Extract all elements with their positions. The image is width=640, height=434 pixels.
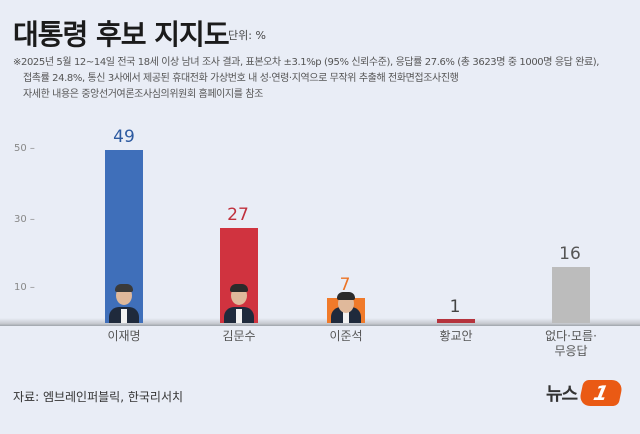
note-line-1: ※2025년 5월 12~14일 전국 18세 이상 남녀 조사 결과, 표본오…	[13, 57, 600, 68]
bar-lee-junseok	[327, 292, 365, 323]
note-line-2: 접촉률 24.8%, 통신 3사에서 제공된 휴대전화 가상번호 내 성·연령·…	[23, 73, 459, 84]
category-label: 이재명	[107, 329, 141, 343]
y-tick-10: 10 –	[14, 282, 35, 293]
bar-kim-moonsoo	[220, 228, 258, 323]
category-label: 황교안	[439, 329, 473, 343]
note-line-3: 자세한 내용은 중앙선거여론조사심의위원회 홈페이지를 참조	[23, 89, 263, 100]
page-title: 대통령 후보 지지도	[13, 18, 230, 51]
value-label-none: 16	[559, 244, 581, 264]
category-label: 이준석	[329, 329, 363, 343]
source-note: 자료: 엠브레인퍼블릭, 한국리서치	[13, 390, 184, 404]
candidate-photo	[223, 283, 255, 323]
news1-logo: 뉴스 1	[546, 380, 624, 406]
y-tick-30: 30 –	[14, 214, 35, 225]
category-label-line2: 무응답	[554, 344, 588, 358]
survey-note: ※2025년 5월 12~14일 전국 18세 이상 남녀 조사 결과, 표본오…	[13, 55, 599, 103]
category-label: 김문수	[222, 329, 256, 343]
candidate-photo	[330, 291, 362, 323]
y-tick-50: 50 –	[14, 143, 35, 154]
bar-none-unknown	[552, 267, 590, 323]
logo-mark-icon: 1	[578, 380, 624, 406]
chart-baseline	[0, 318, 640, 326]
category-label: 없다·모름· 무응답	[531, 329, 611, 359]
logo-text: 뉴스	[546, 384, 578, 405]
candidate-photo	[108, 283, 140, 323]
value-label-kim-moonsoo: 27	[227, 205, 249, 225]
bar-hwang-kyoahn	[437, 319, 475, 323]
value-label-lee-jaemyung: 49	[113, 127, 135, 147]
unit-label: 단위: %	[228, 29, 266, 42]
value-label-hwang-kyoahn: 1	[449, 297, 461, 317]
category-label-line1: 없다·모름·	[545, 329, 597, 343]
bar-lee-jaemyung	[105, 150, 143, 323]
value-label-lee-junseok: 7	[339, 275, 351, 295]
